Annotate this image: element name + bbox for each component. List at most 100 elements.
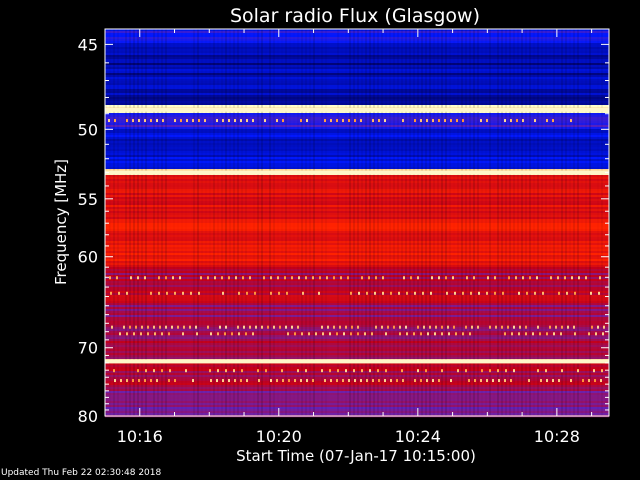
burst-marker: [353, 369, 355, 373]
spectrum-row: [105, 217, 609, 220]
burst-marker: [385, 369, 387, 373]
burst-marker: [399, 325, 401, 329]
x-tick-label: 10:20: [256, 427, 302, 446]
time-texture: [205, 29, 207, 416]
burst-marker: [195, 325, 197, 329]
burst-marker: [448, 332, 450, 336]
burst-marker: [298, 276, 300, 280]
burst-marker: [207, 276, 209, 280]
burst-marker: [602, 332, 604, 336]
burst-marker: [470, 291, 472, 295]
time-texture: [349, 29, 351, 416]
burst-marker: [242, 276, 244, 280]
time-texture: [517, 29, 519, 416]
burst-marker: [264, 119, 266, 123]
burst-marker: [297, 369, 299, 373]
burst-marker: [536, 276, 538, 280]
spectrum-row: [105, 221, 609, 224]
burst-marker: [516, 119, 518, 123]
burst-marker: [374, 291, 376, 295]
spectrum-row: [105, 137, 609, 140]
burst-marker: [153, 325, 155, 329]
spectrum-row: [105, 35, 609, 38]
burst-marker: [192, 119, 194, 123]
burst-marker: [525, 332, 527, 336]
burst-marker: [263, 276, 265, 280]
burst-marker: [452, 276, 454, 280]
burst-marker: [270, 291, 272, 295]
burst-marker: [465, 369, 467, 373]
time-texture: [125, 29, 127, 416]
burst-marker: [417, 276, 419, 280]
spectrum-row: [105, 131, 609, 134]
burst-marker: [204, 119, 206, 123]
burst-marker: [161, 332, 163, 336]
time-texture: [117, 29, 119, 416]
spectrum-row: [105, 373, 609, 376]
burst-marker: [502, 291, 504, 295]
burst-marker: [350, 291, 352, 295]
chart-title: Solar radio Flux (Glasgow): [230, 5, 480, 27]
burst-marker: [118, 291, 120, 295]
burst-marker: [555, 325, 557, 329]
spectrum-row: [105, 39, 609, 42]
burst-marker: [534, 119, 536, 123]
time-texture: [481, 29, 483, 416]
burst-marker: [413, 332, 415, 336]
spectrum-row: [105, 85, 609, 88]
time-texture: [345, 29, 347, 416]
time-texture: [269, 29, 271, 416]
spectrum-row: [105, 399, 609, 402]
burst-marker: [179, 276, 181, 280]
spectrum-row: [105, 247, 609, 250]
spectrum-row: [105, 407, 609, 410]
spectrum-row: [105, 77, 609, 80]
spectrum-row: [105, 159, 609, 162]
burst-marker: [277, 276, 279, 280]
time-texture: [445, 29, 447, 416]
burst-marker: [358, 291, 360, 295]
burst-marker: [126, 291, 128, 295]
burst-marker: [166, 291, 168, 295]
spectrum-row: [105, 113, 609, 116]
interference-line: [105, 170, 609, 175]
burst-marker: [245, 332, 247, 336]
burst-marker: [375, 276, 377, 280]
spectrum-row: [105, 357, 609, 360]
burst-marker: [382, 291, 384, 295]
x-tick-label: 10:24: [395, 427, 441, 446]
burst-marker: [265, 369, 267, 373]
burst-marker: [497, 369, 499, 373]
spectrum-row: [105, 311, 609, 314]
burst-marker: [333, 276, 335, 280]
spectrum-row: [105, 297, 609, 300]
time-texture: [461, 29, 463, 416]
burst-marker: [595, 332, 597, 336]
burst-marker: [192, 379, 194, 383]
burst-marker: [420, 119, 422, 123]
burst-marker: [329, 332, 331, 336]
spectrum-row: [105, 255, 609, 258]
spectrum-row: [105, 133, 609, 136]
burst-marker: [474, 379, 476, 383]
y-tick-label: 70: [78, 339, 98, 358]
time-texture: [605, 29, 607, 416]
time-texture: [505, 29, 507, 416]
burst-marker: [285, 325, 287, 329]
burst-marker: [270, 379, 272, 383]
burst-marker: [240, 379, 242, 383]
time-texture: [237, 29, 239, 416]
burst-marker: [594, 379, 596, 383]
burst-marker: [426, 119, 428, 123]
burst-marker: [174, 291, 176, 295]
spectrum-row: [105, 91, 609, 94]
spectrum-row: [105, 345, 609, 348]
burst-marker: [430, 291, 432, 295]
burst-marker: [357, 325, 359, 329]
burst-marker: [291, 276, 293, 280]
spectrum-row: [105, 215, 609, 218]
burst-marker: [468, 379, 470, 383]
time-texture: [149, 29, 151, 416]
spectrum-row: [105, 149, 609, 152]
burst-marker: [406, 332, 408, 336]
